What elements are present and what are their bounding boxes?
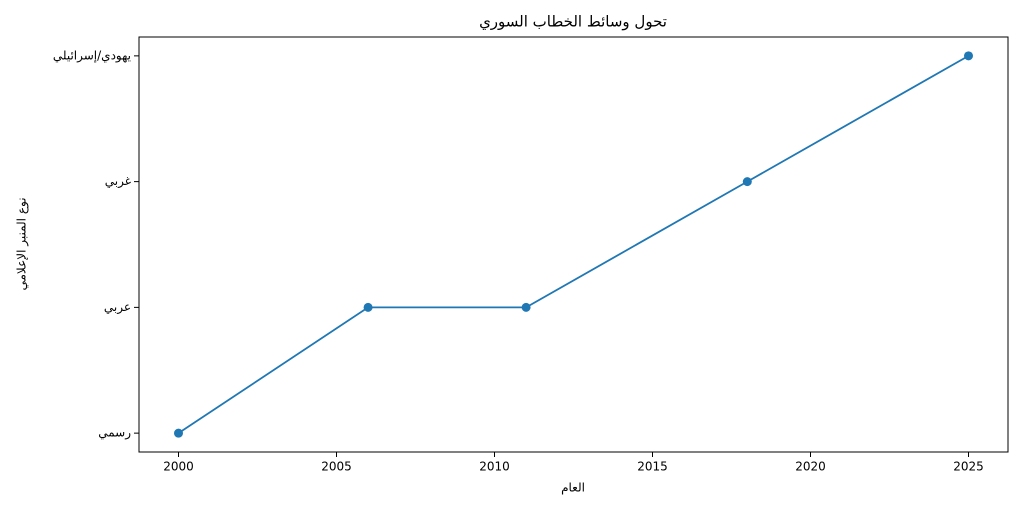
point xyxy=(964,51,973,61)
x-axis-label: العام xyxy=(561,481,585,495)
x-tick-label: 2010 xyxy=(479,460,510,474)
x-tick-label: 2005 xyxy=(321,460,352,474)
y-tick-label: عربي xyxy=(104,300,131,315)
y-tick-label: رسمي xyxy=(98,426,131,441)
y-axis-label: نوع المنبر الإعلامي xyxy=(15,197,30,290)
plot-frame xyxy=(138,36,1009,453)
x-tick-label: 2025 xyxy=(953,460,984,474)
point xyxy=(742,177,752,187)
chart-title: تحول وسائط الخطاب السوري xyxy=(479,13,667,32)
point xyxy=(174,428,183,438)
x-tick-label: 2020 xyxy=(795,460,826,474)
point xyxy=(521,302,531,312)
x-tick-label: 2000 xyxy=(163,460,194,474)
x-tick-label: 2015 xyxy=(637,460,668,474)
y-tick-label: غربي xyxy=(105,174,131,189)
point xyxy=(363,302,373,312)
line xyxy=(178,55,969,434)
y-tick-label: يهودي/إسرائيلي xyxy=(53,48,131,63)
